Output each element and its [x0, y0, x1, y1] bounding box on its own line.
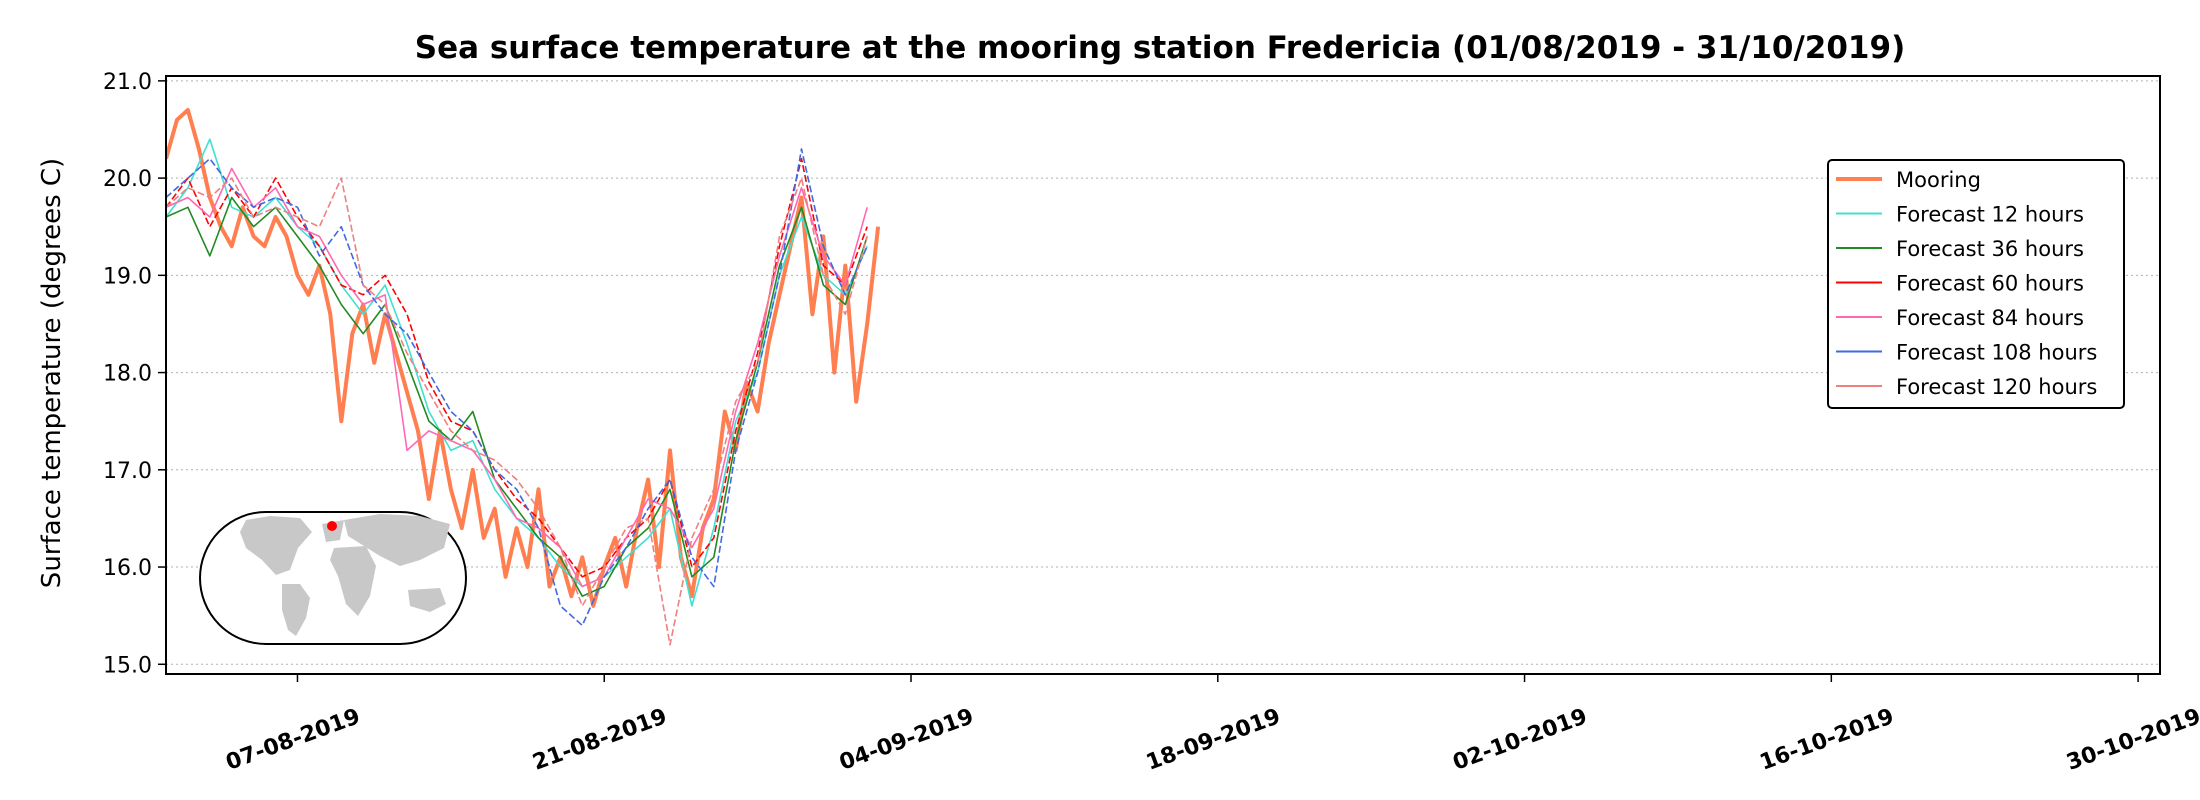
series-line-5	[166, 148, 868, 627]
series-line-6	[166, 177, 868, 646]
legend: Mooring Forecast 12 hours Forecast 36 hour…	[1827, 159, 2125, 409]
legend-label: Forecast 84 hours	[1896, 306, 2084, 330]
plot-frame	[165, 75, 2161, 675]
inset-landmass	[282, 584, 310, 636]
y-tick-label: 20.0	[103, 167, 152, 192]
station-marker	[327, 521, 337, 531]
x-axis-ticks: 07-08-2019 21-08-2019 04-09-2019 18-09-2019…	[223, 674, 2200, 776]
y-tick-label: 19.0	[103, 264, 152, 289]
x-tick-label: 21-08-2019	[529, 704, 670, 776]
y-tick-label: 15.0	[103, 653, 152, 678]
series-line-3	[166, 157, 868, 578]
y-axis-label: Surface temperature (degrees C)	[37, 158, 67, 588]
x-tick-label: 16-10-2019	[1757, 704, 1898, 776]
x-tick-label: 18-09-2019	[1143, 704, 1284, 776]
inset-landmass	[408, 588, 446, 612]
inset-landmass	[240, 516, 312, 575]
x-tick-label: 02-10-2019	[1450, 704, 1591, 776]
legend-label: Mooring	[1896, 168, 1981, 192]
legend-box	[1827, 159, 2125, 409]
series-lines	[166, 108, 881, 646]
x-tick-label: 04-09-2019	[836, 704, 977, 776]
y-tick-label: 17.0	[103, 459, 152, 484]
x-tick-label: 30-10-2019	[2063, 704, 2200, 776]
legend-label: Forecast 60 hours	[1896, 272, 2084, 296]
world-map-inset	[199, 511, 467, 645]
y-tick-label: 18.0	[103, 362, 152, 387]
legend-label: Forecast 120 hours	[1896, 375, 2097, 399]
inset-landmass	[344, 514, 450, 566]
y-tick-label: 16.0	[103, 556, 152, 581]
inset-landmass	[330, 546, 376, 616]
y-tick-label: 21.0	[103, 70, 152, 95]
y-axis-ticks: 15.0 16.0 17.0 18.0 19.0 20.0 21.0	[103, 70, 166, 678]
legend-label: Forecast 108 hours	[1896, 341, 2097, 365]
legend-label: Forecast 12 hours	[1896, 203, 2084, 227]
chart-title: Sea surface temperature at the mooring s…	[415, 30, 1905, 66]
x-tick-label: 07-08-2019	[223, 704, 364, 776]
series-line-2	[166, 196, 868, 597]
legend-label: Forecast 36 hours	[1896, 237, 2084, 261]
series-line-0	[166, 108, 881, 608]
